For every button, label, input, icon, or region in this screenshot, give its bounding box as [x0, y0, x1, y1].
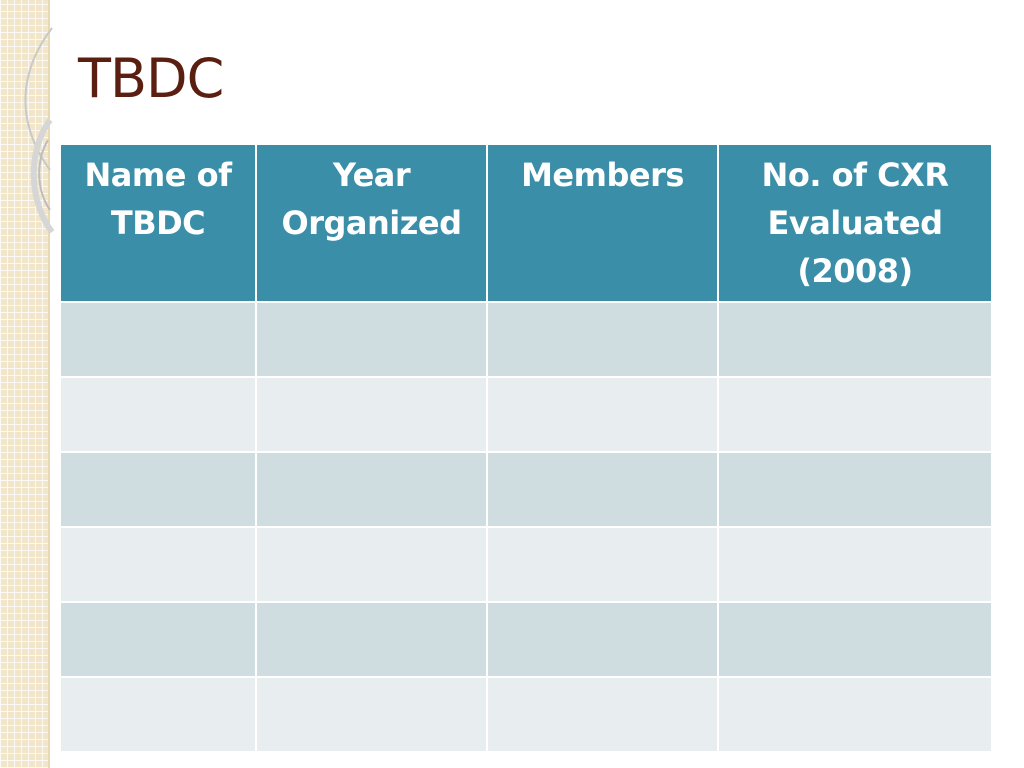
table-cell [255, 451, 488, 528]
table-cell [486, 376, 719, 453]
table-cell [717, 301, 993, 378]
table-cell [717, 526, 993, 603]
table-cell [717, 451, 993, 528]
decorative-arcs [24, 27, 55, 234]
table-row [59, 451, 993, 528]
table-cell [717, 601, 993, 678]
table-cell [59, 526, 257, 603]
table-header-row: Name of TBDC Year Organized Members No. … [59, 143, 993, 303]
table-cell [255, 676, 488, 753]
table-row [59, 376, 993, 453]
tbdc-table: Name of TBDC Year Organized Members No. … [59, 143, 993, 753]
table-cell [59, 451, 257, 528]
table-cell [486, 676, 719, 753]
table-cell [59, 676, 257, 753]
table-cell [717, 676, 993, 753]
table-row [59, 676, 993, 753]
column-header-cxr-evaluated: No. of CXR Evaluated (2008) [717, 143, 993, 303]
table-cell [486, 451, 719, 528]
table-cell [255, 376, 488, 453]
column-header-name: Name of TBDC [59, 143, 257, 303]
table-row [59, 601, 993, 678]
column-header-members: Members [486, 143, 719, 303]
table-cell [486, 601, 719, 678]
column-header-year-organized: Year Organized [255, 143, 488, 303]
slide-title: TBDC [78, 47, 224, 110]
table-row [59, 526, 993, 603]
table-cell [59, 376, 257, 453]
table-cell [486, 301, 719, 378]
table-row [59, 301, 993, 378]
table-cell [255, 301, 488, 378]
table-cell [717, 376, 993, 453]
table-cell [486, 526, 719, 603]
table-cell [255, 526, 488, 603]
table-cell [59, 601, 257, 678]
table-cell [255, 601, 488, 678]
table-cell [59, 301, 257, 378]
